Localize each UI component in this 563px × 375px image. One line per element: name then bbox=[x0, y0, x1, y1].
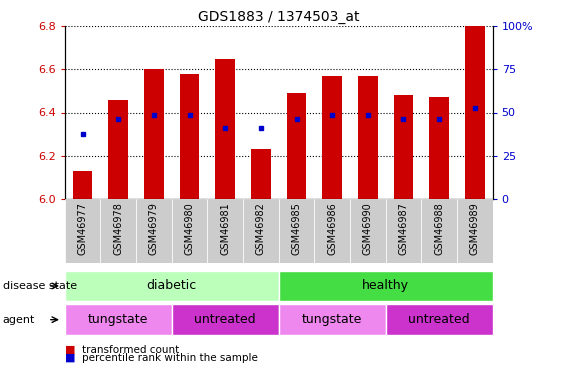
Text: ■: ■ bbox=[65, 353, 75, 363]
Bar bbox=[216, 58, 235, 199]
Title: GDS1883 / 1374503_at: GDS1883 / 1374503_at bbox=[198, 10, 359, 24]
Bar bbox=[314, 199, 350, 262]
Text: GSM46987: GSM46987 bbox=[399, 202, 409, 255]
Bar bbox=[144, 69, 164, 199]
Bar bbox=[207, 199, 243, 262]
Text: GSM46988: GSM46988 bbox=[434, 202, 444, 255]
Bar bbox=[100, 199, 136, 262]
Text: GSM46980: GSM46980 bbox=[185, 202, 195, 255]
Text: healthy: healthy bbox=[362, 279, 409, 292]
Text: GSM46981: GSM46981 bbox=[220, 202, 230, 255]
Bar bbox=[65, 271, 279, 301]
Text: diabetic: diabetic bbox=[146, 279, 197, 292]
Text: agent: agent bbox=[3, 315, 35, 325]
Bar bbox=[457, 199, 493, 262]
Bar bbox=[279, 271, 493, 301]
Text: GSM46978: GSM46978 bbox=[113, 202, 123, 255]
Text: GSM46979: GSM46979 bbox=[149, 202, 159, 255]
Text: GSM46985: GSM46985 bbox=[292, 202, 302, 255]
Bar bbox=[358, 76, 378, 199]
Text: tungstate: tungstate bbox=[302, 313, 363, 326]
Bar bbox=[323, 76, 342, 199]
Bar bbox=[279, 304, 386, 335]
Text: GSM46990: GSM46990 bbox=[363, 202, 373, 255]
Text: GSM46982: GSM46982 bbox=[256, 202, 266, 255]
Bar bbox=[243, 199, 279, 262]
Bar bbox=[350, 199, 386, 262]
Bar bbox=[73, 171, 92, 199]
Text: GSM46977: GSM46977 bbox=[78, 202, 88, 255]
Text: ■: ■ bbox=[65, 345, 75, 355]
Bar bbox=[65, 304, 172, 335]
Bar bbox=[394, 95, 413, 199]
Text: untreated: untreated bbox=[194, 313, 256, 326]
Bar bbox=[180, 74, 199, 199]
Text: transformed count: transformed count bbox=[82, 345, 179, 355]
Text: disease state: disease state bbox=[3, 281, 77, 291]
Text: GSM46989: GSM46989 bbox=[470, 202, 480, 255]
Bar bbox=[386, 304, 493, 335]
Text: percentile rank within the sample: percentile rank within the sample bbox=[82, 353, 257, 363]
Bar bbox=[65, 199, 100, 262]
Bar bbox=[386, 199, 421, 262]
Text: tungstate: tungstate bbox=[88, 313, 149, 326]
Bar bbox=[172, 199, 207, 262]
Text: untreated: untreated bbox=[408, 313, 470, 326]
Bar bbox=[430, 98, 449, 199]
Bar bbox=[172, 304, 279, 335]
Bar bbox=[251, 149, 271, 199]
Bar bbox=[136, 199, 172, 262]
Bar bbox=[287, 93, 306, 199]
Text: GSM46986: GSM46986 bbox=[327, 202, 337, 255]
Bar bbox=[421, 199, 457, 262]
Bar bbox=[465, 26, 485, 199]
Bar bbox=[279, 199, 314, 262]
Bar bbox=[109, 100, 128, 199]
